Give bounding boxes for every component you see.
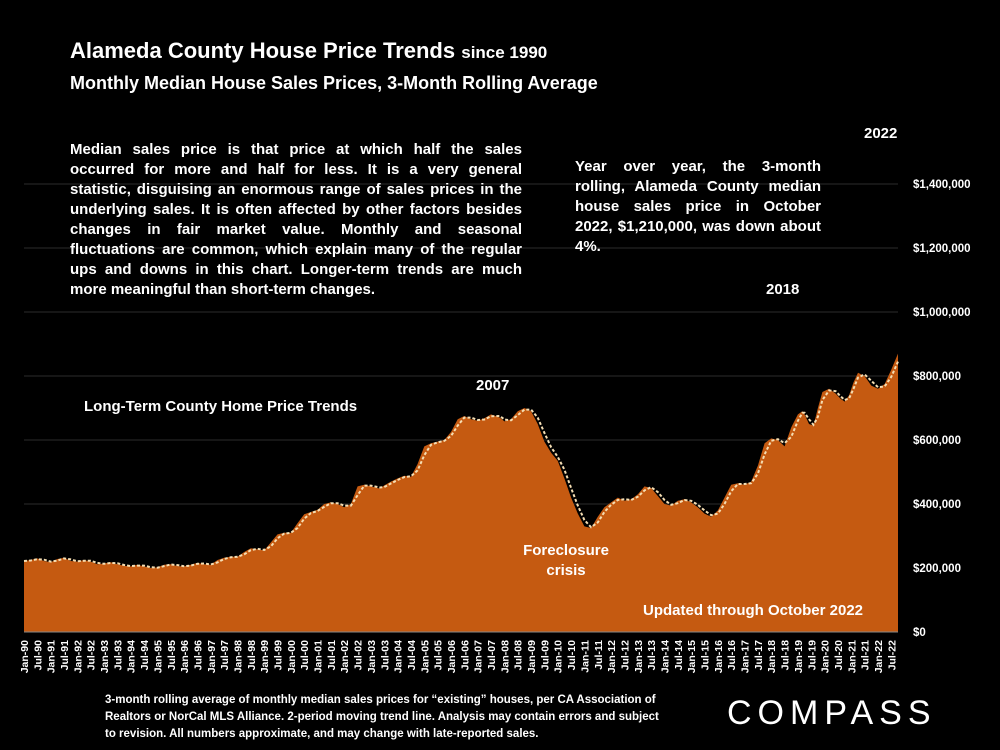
x-tick-label: Jul-15 <box>700 640 712 671</box>
annotation-2018: 2018 <box>766 281 800 298</box>
x-tick-label: Jan-07 <box>473 640 485 673</box>
annotation-2007: 2007 <box>476 377 510 394</box>
x-tick-label: Jan-94 <box>126 640 138 673</box>
x-tick-label: Jul-95 <box>166 640 178 671</box>
x-tick-label: Jan-16 <box>713 640 725 673</box>
y-tick-label: $1,400,000 <box>913 179 971 191</box>
x-tick-label: Jul-05 <box>433 640 445 671</box>
x-tick-label: Jul-11 <box>593 640 605 670</box>
x-tick-label: Jul-94 <box>139 640 151 671</box>
y-tick-label: $800,000 <box>913 371 961 383</box>
x-tick-label: Jul-90 <box>32 640 44 671</box>
x-tick-label: Jan-06 <box>446 640 458 673</box>
x-tick-label: Jul-04 <box>406 640 418 671</box>
x-tick-label: Jul-20 <box>833 640 845 671</box>
x-tick-label: Jul-14 <box>673 640 685 671</box>
trend-line <box>23 361 899 569</box>
compass-logo: COMPASS <box>727 694 937 732</box>
x-tick-label: Jul-13 <box>646 640 658 671</box>
updated-through-label: Updated through October 2022 <box>643 602 864 619</box>
y-tick-label: $1,200,000 <box>913 243 971 255</box>
y-tick-label: $400,000 <box>913 499 961 511</box>
x-tick-label: Jan-22 <box>873 640 885 673</box>
x-tick-label: Jul-10 <box>566 640 578 671</box>
x-tick-label: Jan-03 <box>366 640 378 673</box>
chart-title-suffix: since 1990 <box>461 43 548 62</box>
y-tick-label: $0 <box>913 627 926 639</box>
x-tick-label: Jan-08 <box>499 640 511 673</box>
x-tick-label: Jul-03 <box>379 640 391 671</box>
x-tick-label: Jan-95 <box>152 640 164 673</box>
x-tick-label: Jul-12 <box>620 640 632 671</box>
x-tick-label: Jan-21 <box>846 640 858 673</box>
x-tick-label: Jul-01 <box>326 640 338 671</box>
x-tick-label: Jan-96 <box>179 640 191 673</box>
x-tick-label: Jul-09 <box>539 640 551 671</box>
y-tick-label: $600,000 <box>913 435 961 447</box>
x-tick-label: Jul-91 <box>59 640 71 671</box>
x-tick-label: Jul-99 <box>273 640 285 671</box>
x-tick-label: Jan-10 <box>553 640 565 673</box>
chart-title-main: Alameda County House Price Trends <box>70 38 456 63</box>
x-tick-label: Jan-11 <box>579 640 591 673</box>
y-axis-labels: $0 $200,000 $400,000 $600,000 $800,000 $1,000… <box>913 179 971 639</box>
x-tick-label: Jul-22 <box>886 640 898 671</box>
price-area <box>24 353 898 632</box>
x-tick-label: Jan-05 <box>419 640 431 673</box>
x-tick-label: Jan-14 <box>660 640 672 673</box>
x-tick-label: Jan-01 <box>313 640 325 673</box>
x-tick-label: Jan-18 <box>766 640 778 673</box>
x-tick-label: Jan-00 <box>286 640 298 673</box>
x-tick-label: Jan-98 <box>233 640 245 673</box>
annotation-foreclosure-crisis: Foreclosure crisis <box>523 542 609 579</box>
x-tick-label: Jul-21 <box>860 640 872 671</box>
x-tick-label: Jul-16 <box>726 640 738 671</box>
x-tick-label: Jul-92 <box>86 640 98 671</box>
x-tick-label: Jan-17 <box>740 640 752 673</box>
chart-title: Alameda County House Price Trends since … <box>70 38 547 64</box>
source-footnote: 3-month rolling average of monthly media… <box>105 694 659 740</box>
x-tick-label: Jul-97 <box>219 640 231 671</box>
x-axis-labels: Jan-90 Jul-90 Jan-91 Jul-91 Jan-92 Jul-92 Jan-… <box>19 640 898 673</box>
chart-subtitle: Monthly Median House Sales Prices, 3-Mon… <box>70 73 598 93</box>
annotation-2022: 2022 <box>864 125 898 142</box>
x-tick-label: Jul-18 <box>780 640 792 671</box>
y-tick-label: $1,000,000 <box>913 307 971 319</box>
y-tick-label: $200,000 <box>913 563 961 575</box>
x-tick-label: Jul-02 <box>353 640 365 671</box>
x-tick-label: Jan-99 <box>259 640 271 673</box>
x-tick-label: Jan-12 <box>606 640 618 673</box>
yoy-note: Year over year, the 3-month rolling, Ala… <box>575 158 821 255</box>
x-tick-label: Jul-07 <box>486 640 498 671</box>
x-tick-label: Jul-93 <box>112 640 124 671</box>
x-tick-label: Jan-02 <box>339 640 351 673</box>
x-tick-label: Jan-92 <box>72 640 84 673</box>
x-tick-label: Jan-91 <box>46 640 58 673</box>
x-tick-label: Jan-19 <box>793 640 805 673</box>
x-tick-label: Jan-04 <box>393 640 405 673</box>
x-tick-label: Jul-06 <box>459 640 471 671</box>
x-tick-label: Jul-96 <box>193 640 205 671</box>
x-tick-label: Jan-90 <box>19 640 31 673</box>
x-tick-label: Jul-00 <box>299 640 311 671</box>
x-tick-label: Jan-13 <box>633 640 645 673</box>
x-tick-label: Jan-93 <box>99 640 111 673</box>
x-tick-label: Jul-08 <box>513 640 525 671</box>
long-term-trends-label: Long-Term County Home Price Trends <box>84 398 358 415</box>
x-tick-label: Jul-17 <box>753 640 765 671</box>
x-tick-label: Jul-19 <box>806 640 818 671</box>
x-tick-label: Jan-15 <box>686 640 698 673</box>
x-tick-label: Jul-98 <box>246 640 258 671</box>
x-tick-label: Jan-97 <box>206 640 218 673</box>
median-definition-note: Median sales price is that price at whic… <box>70 141 522 298</box>
x-tick-label: Jan-09 <box>526 640 538 673</box>
x-tick-label: Jan-20 <box>820 640 832 673</box>
